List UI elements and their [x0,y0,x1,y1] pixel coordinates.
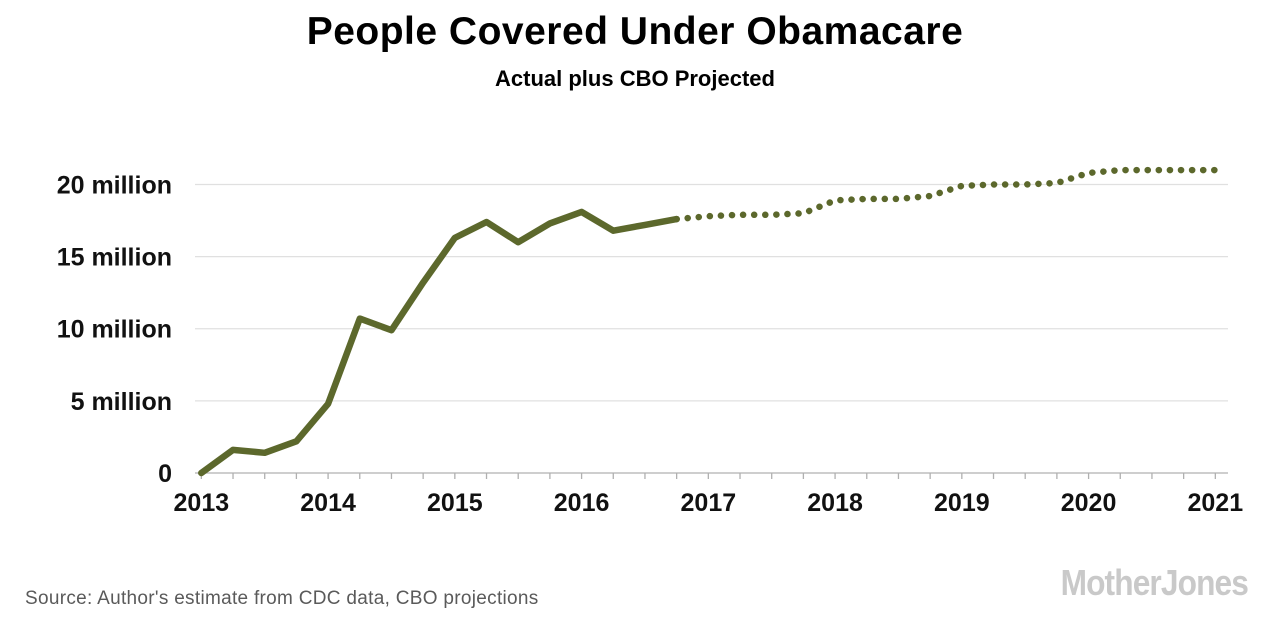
chart-svg: 0 5 million 10 million 15 million 20 million… [57,166,1244,517]
x-tick-label: 2019 [934,489,990,517]
y-tick-label: 0 [158,460,172,488]
motherjones-logo: MotherJones [1060,562,1249,603]
chart-title: People Covered Under Obamacare [306,10,964,53]
x-tick-label: 2021 [1188,489,1244,517]
x-tick-label: 2016 [554,489,610,517]
x-tick-label: 2018 [807,489,863,517]
source-note: Source: Author's estimate from CDC data,… [25,588,539,609]
x-tick-label: 2015 [427,489,483,517]
series-solid [198,208,680,477]
y-tick-label: 20 million [57,171,172,199]
x-tick-label: 2017 [681,489,737,517]
chart-footer: Source: Author's estimate from CDC data,… [0,562,1270,624]
y-tick-label: 15 million [57,244,172,272]
chart-subtitle: Actual plus CBO Projected [495,66,775,91]
x-tick-label: 2013 [174,489,230,517]
y-tick-label: 10 million [57,316,172,344]
series-dotted [673,166,1219,223]
y-tick-label: 5 million [71,388,172,416]
x-tick-label: 2020 [1061,489,1117,517]
x-tick-label: 2014 [300,489,356,517]
